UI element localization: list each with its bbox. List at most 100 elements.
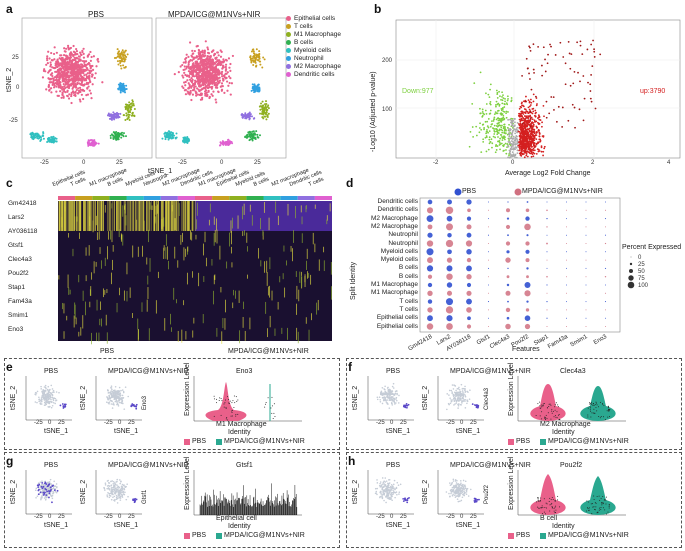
dotplot-row-label: B cells bbox=[398, 264, 418, 272]
panel_f-xtick: 25 bbox=[470, 420, 477, 426]
panel_f-gene-title: Clec4a3 bbox=[560, 368, 586, 375]
panel-c-bottom-mpda: MPDA/ICG@M1NVs+NIR bbox=[228, 348, 309, 355]
panel_e-tsne-xlabel: tSNE_1 bbox=[44, 428, 69, 435]
panel-label-d: d bbox=[346, 176, 354, 190]
panel_e-identity-sub: Identity bbox=[228, 429, 251, 436]
dotplot-row-label: Dendritic cells bbox=[377, 198, 418, 205]
panel-b-xtick: 2 bbox=[591, 160, 595, 166]
legend-label: B cells bbox=[294, 38, 314, 46]
heatmap-gene-label: Gtsf1 bbox=[8, 242, 24, 249]
panel_g-tsne-xlabel-2: tSNE_1 bbox=[114, 522, 139, 529]
dotplot-row-label: M1 Macrophage bbox=[371, 289, 418, 297]
panel_h-tsne-xlabel-2: tSNE_1 bbox=[456, 522, 481, 529]
panel_g-xtick: 25 bbox=[58, 514, 65, 520]
panel-b-up-label: up:3790 bbox=[640, 88, 666, 95]
panel_f-identity: M2 Macrophage bbox=[540, 421, 591, 428]
panel_h-tsne-xlabel: tSNE_1 bbox=[386, 522, 411, 529]
panel-a-xtick: 25 bbox=[116, 160, 123, 166]
panel_h-legend-swatch-pbs bbox=[508, 533, 514, 539]
panel-label-h: h bbox=[348, 454, 356, 468]
panel_f-xtick: 0 bbox=[390, 420, 394, 426]
dotplot-feature-label: Smim1 bbox=[569, 334, 589, 349]
panel_g-xtick: 25 bbox=[128, 514, 135, 520]
panel_f-xtick: -25 bbox=[446, 420, 455, 426]
dotplot-row-label: T cells bbox=[399, 297, 418, 305]
size-legend-value: 100 bbox=[638, 283, 649, 289]
panel-g-frame bbox=[4, 452, 340, 548]
panel_g-tsne-ylabel: tSNE_2 bbox=[10, 479, 17, 504]
panel_g-xtick: 0 bbox=[48, 514, 52, 520]
legend-dot bbox=[286, 15, 291, 21]
legend-label: Epithelial cells bbox=[294, 14, 336, 22]
dotplot-feature-label: Eno3 bbox=[593, 334, 609, 347]
panel_g-identity: Epithelial cell bbox=[216, 515, 257, 522]
panel-f-frame bbox=[346, 358, 682, 450]
heatmap-gene-label: Eno3 bbox=[8, 326, 24, 333]
panel_g-gene-title: Gtsf1 bbox=[236, 462, 253, 469]
panel_g-tsne-xlabel: tSNE_1 bbox=[44, 522, 69, 529]
panel_g-legend-mpda: MPDA/ICG@M1NVs+NIR bbox=[224, 532, 305, 539]
legend-item: T cells bbox=[286, 22, 366, 30]
legend-label: Neutrophil bbox=[294, 54, 324, 62]
panel-label-e: e bbox=[6, 360, 13, 374]
panel_e-xtick: 0 bbox=[48, 420, 52, 426]
panel_h-xtick: -25 bbox=[376, 514, 385, 520]
panel_h-title-pbs: PBS bbox=[386, 462, 401, 469]
panel_h-title-mpda: MPDA/ICG@M1NVs+NIR bbox=[450, 462, 531, 469]
panel-h-frame bbox=[346, 452, 682, 548]
size-legend-value: 75 bbox=[638, 276, 645, 282]
panel-a-ytick: -25 bbox=[9, 118, 18, 124]
panel_e-tsne-plots bbox=[25, 376, 142, 421]
panel_h-legend-swatch-mpda bbox=[540, 533, 546, 539]
panel_f-tsne-xlabel-2: tSNE_1 bbox=[456, 428, 481, 435]
panel_g-xtick: -25 bbox=[104, 514, 113, 520]
panel_g-title-pbs: PBS bbox=[44, 462, 59, 469]
legend-dot bbox=[286, 63, 291, 69]
dotplot-row-label: Epithelial cells bbox=[376, 322, 418, 330]
panel_e-tsne-ylabel: tSNE_2 bbox=[10, 385, 17, 410]
panel_f-legend-mpda: MPDA/ICG@M1NVs+NIR bbox=[548, 438, 629, 445]
panel_h-xtick: 25 bbox=[470, 514, 477, 520]
legend-dot bbox=[286, 55, 291, 61]
panel_f-tsne-ylabel: tSNE_2 bbox=[352, 385, 359, 410]
panel_h-xtick: 0 bbox=[460, 514, 464, 520]
panel-b-xtick: 4 bbox=[667, 160, 671, 166]
panel-a-legend: Epithelial cells T cells M1 Macrophage B ce… bbox=[286, 14, 366, 78]
legend-label: Myeloid cells bbox=[294, 46, 332, 54]
legend-item: Epithelial cells bbox=[286, 14, 366, 22]
panel_f-legend-pbs: PBS bbox=[516, 438, 531, 445]
panel_f-xtick: -25 bbox=[376, 420, 385, 426]
panel_g-title-mpda: MPDA/ICG@M1NVs+NIR bbox=[108, 462, 189, 469]
panel_h-xtick: 0 bbox=[390, 514, 394, 520]
panel-a-xlabel: tSNE_1 bbox=[148, 168, 173, 175]
legend-item: B cells bbox=[286, 38, 366, 46]
panel-label-a: a bbox=[6, 2, 13, 16]
panel_f-xtick: 25 bbox=[400, 420, 407, 426]
panel-b-xtick: -2 bbox=[433, 160, 439, 166]
panel-c-heatmap bbox=[58, 196, 332, 345]
panel-a-tsne-plots bbox=[21, 17, 287, 159]
dotplot-row-label: Neutrophil bbox=[388, 231, 418, 239]
heatmap-gene-label: Gm42418 bbox=[8, 200, 37, 207]
panel_e-title-mpda: MPDA/ICG@M1NVs+NIR bbox=[108, 368, 189, 375]
panel_e-identity: M1 Macrophage bbox=[216, 421, 267, 428]
dotplot-feature-label: Gm42418 bbox=[407, 334, 433, 353]
panel_f-ylabel: Expression Level bbox=[508, 362, 515, 416]
dotplot-row-label: M1 Macrophage bbox=[371, 281, 418, 288]
panel-e-frame bbox=[4, 358, 340, 450]
legend-item: M2 Macrophage bbox=[286, 62, 366, 70]
heatmap-gene-label: Clec4a3 bbox=[8, 256, 32, 263]
panel_h-ylabel: Expression Level bbox=[508, 456, 515, 510]
panel_e-xtick: 25 bbox=[128, 420, 135, 426]
panel_h-identity: B cell bbox=[540, 515, 558, 522]
panel_h-identity-sub: Identity bbox=[552, 523, 575, 530]
panel-a-ytick: 0 bbox=[16, 85, 20, 91]
panel_e-ylabel: Expression Level bbox=[184, 362, 191, 416]
size-legend-value: 0 bbox=[638, 255, 642, 261]
panel_e-xtick: -25 bbox=[34, 420, 43, 426]
panel_e-legend-swatch-mpda bbox=[216, 439, 222, 445]
dotplot-row-label: M2 Macrophage bbox=[371, 214, 418, 222]
legend-dot bbox=[286, 71, 291, 77]
panel-d-legend-pbs: PBS bbox=[462, 188, 477, 195]
panel-a-title-pbs: PBS bbox=[88, 10, 105, 19]
